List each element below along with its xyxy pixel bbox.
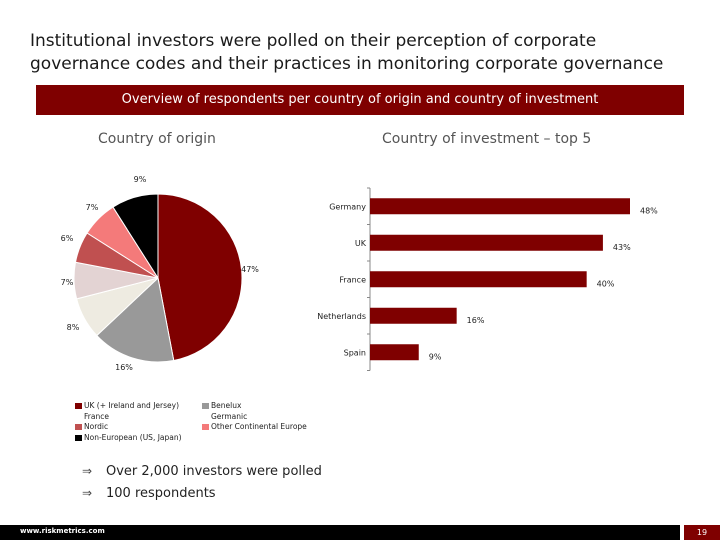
bullet-text: 100 respondents (106, 485, 216, 501)
legend-item: UK (+ Ireland and Jersey) (75, 401, 182, 412)
legend-item: Germanic (202, 412, 307, 423)
bar (370, 271, 587, 288)
legend-swatch (202, 414, 209, 420)
pie-value-label: 8% (67, 323, 80, 332)
bar-value-label: 9% (429, 352, 442, 361)
bar-category-label: France (339, 275, 366, 284)
legend-swatch (75, 403, 82, 410)
pie-slice (157, 193, 243, 362)
bar-category-label: Spain (344, 348, 366, 357)
legend-swatch (75, 424, 82, 431)
footer-bar: www.riskmetrics.com 19 (0, 525, 720, 540)
bar-category-label: UK (355, 239, 367, 248)
section-banner: Overview of respondents per country of o… (36, 85, 684, 115)
bullet-item: ⇒ Over 2,000 investors were polled (82, 460, 322, 482)
legend-item: France (75, 412, 182, 423)
legend-label: Nordic (84, 422, 109, 431)
legend-column-1: UK (+ Ireland and Jersey) France Nordic Non… (75, 401, 182, 443)
legend-label: UK (+ Ireland and Jersey) (84, 401, 179, 410)
bar (370, 198, 630, 215)
arrow-right-icon: ⇒ (82, 464, 93, 478)
pie-value-label: 6% (61, 234, 74, 243)
footer-url: www.riskmetrics.com (20, 527, 105, 535)
bar-value-label: 40% (597, 279, 615, 288)
pie-chart: 47% 16% 8% 7% 6% 7% 9% (61, 175, 260, 372)
bar-category-label: Netherlands (317, 312, 366, 321)
legend-swatch (202, 424, 209, 431)
bar (370, 307, 457, 324)
pie-value-label: 47% (241, 265, 259, 274)
pie-value-label: 7% (86, 203, 99, 212)
pie-subtitle: Country of origin (98, 131, 216, 147)
legend-item: Benelux (202, 401, 307, 412)
legend-swatch (75, 414, 82, 420)
bullet-item: ⇒ 100 respondents (82, 482, 322, 504)
bar-subtitle: Country of investment – top 5 (382, 131, 592, 147)
bar-category-label: Germany (329, 202, 366, 211)
bullet-text: Over 2,000 investors were polled (106, 463, 322, 479)
bar (370, 344, 419, 361)
bar (370, 234, 603, 251)
legend-column-2: Benelux Germanic Other Continental Europe (202, 401, 307, 433)
legend-item: Other Continental Europe (202, 422, 307, 433)
bar-value-label: 43% (613, 243, 631, 252)
legend-label: Germanic (211, 411, 248, 421)
arrow-right-icon: ⇒ (82, 486, 93, 500)
legend-swatch (202, 403, 209, 410)
pie-slice (96, 277, 175, 363)
pie-value-label: 16% (115, 363, 133, 372)
legend-item: Non-European (US, Japan) (75, 433, 182, 444)
bar-value-label: 16% (467, 316, 485, 325)
legend-label: France (84, 411, 109, 421)
slide-title: Institutional investors were polled on t… (30, 31, 664, 74)
legend-label: Benelux (211, 401, 242, 410)
legend-item: Nordic (75, 422, 182, 433)
pie-slice (112, 193, 159, 280)
page-number: 19 (684, 525, 720, 540)
legend-label: Other Continental Europe (211, 422, 307, 431)
legend-swatch (75, 434, 82, 441)
pie-value-label: 7% (61, 278, 74, 287)
legend-label: Non-European (US, Japan) (84, 432, 182, 442)
footer-divider (680, 525, 684, 540)
bar-value-label: 48% (640, 206, 658, 215)
pie-value-label: 9% (134, 175, 147, 184)
bar-chart: Germany 48% UK 43% France 40% Netherlands 16% Sp… (317, 187, 658, 371)
bullet-list: ⇒ Over 2,000 investors were polled ⇒ 100… (82, 460, 322, 504)
